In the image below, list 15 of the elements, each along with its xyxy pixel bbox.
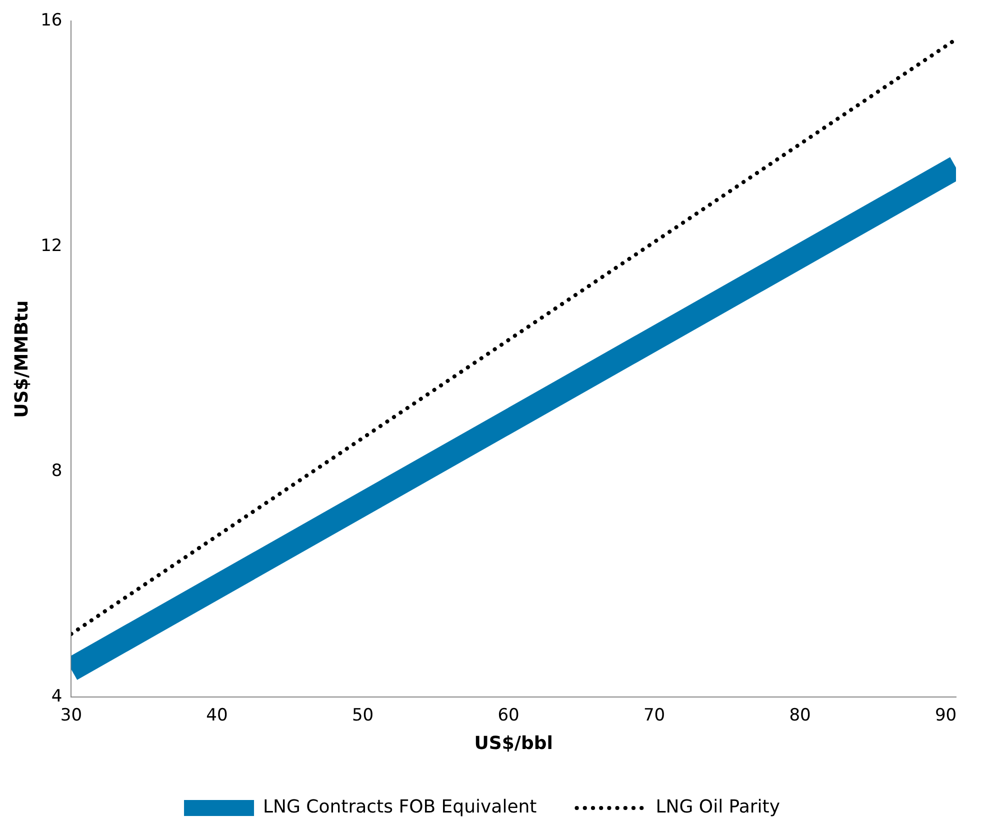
y-axis-title: US$/MMBtu	[11, 300, 32, 418]
y-tick-label: 16	[40, 10, 62, 31]
y-tick-label: 4	[51, 686, 62, 706]
legend-label: LNG Oil Parity	[656, 796, 780, 818]
x-tick-label: 80	[789, 706, 811, 726]
x-tick-label: 50	[352, 706, 374, 726]
y-tick-label: 12	[40, 236, 62, 256]
x-tick-label: 70	[643, 706, 666, 726]
x-tick-label: 30	[60, 706, 82, 726]
x-tick-label: 40	[206, 706, 228, 726]
x-tick-label: 60	[498, 706, 520, 726]
y-tick-label: 8	[51, 461, 62, 482]
x-tick-label: 90	[934, 706, 957, 726]
legend-label: LNG Contracts FOB Equivalent	[263, 796, 537, 818]
x-axis-title: US$/bbl	[474, 732, 553, 754]
